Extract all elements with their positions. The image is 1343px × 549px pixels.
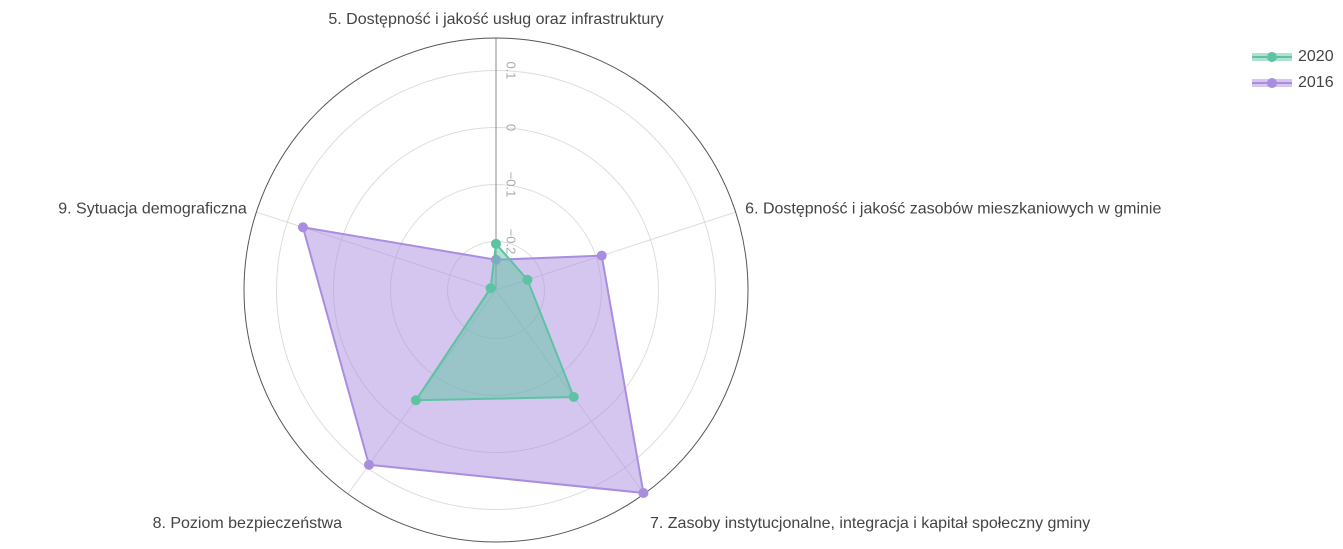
- data-point: [363, 459, 374, 470]
- category-label: 9. Sytuacja demograficzna: [58, 200, 247, 217]
- data-point: [568, 392, 579, 403]
- data-point: [522, 274, 533, 285]
- data-point: [410, 395, 421, 406]
- r-tick-label: −0.2: [504, 229, 519, 255]
- legend-marker: [1267, 78, 1277, 88]
- data-point: [297, 222, 308, 233]
- category-label: 5. Dostępność i jakość usług oraz infras…: [328, 11, 663, 28]
- outer-circle: [243, 37, 749, 543]
- series-area: [414, 241, 576, 402]
- category-label: 8. Poziom bezpieczeństwa: [153, 515, 343, 532]
- data-point: [638, 487, 649, 498]
- r-tick-label: −0.1: [504, 172, 519, 198]
- data-point: [491, 238, 501, 249]
- legend-marker: [1267, 52, 1277, 62]
- category-label: 7. Zasoby instytucjonalne, integracja i …: [650, 515, 1090, 532]
- category-label: 6. Dostępność i jakość zasobów mieszkani…: [745, 200, 1161, 217]
- data-point: [485, 283, 496, 294]
- legend-label: 2020: [1298, 48, 1334, 65]
- data-point: [596, 250, 607, 261]
- r-tick-label: 0: [504, 124, 519, 131]
- r-tick-label: 0.1: [504, 61, 519, 79]
- legend-label: 2016: [1298, 74, 1334, 91]
